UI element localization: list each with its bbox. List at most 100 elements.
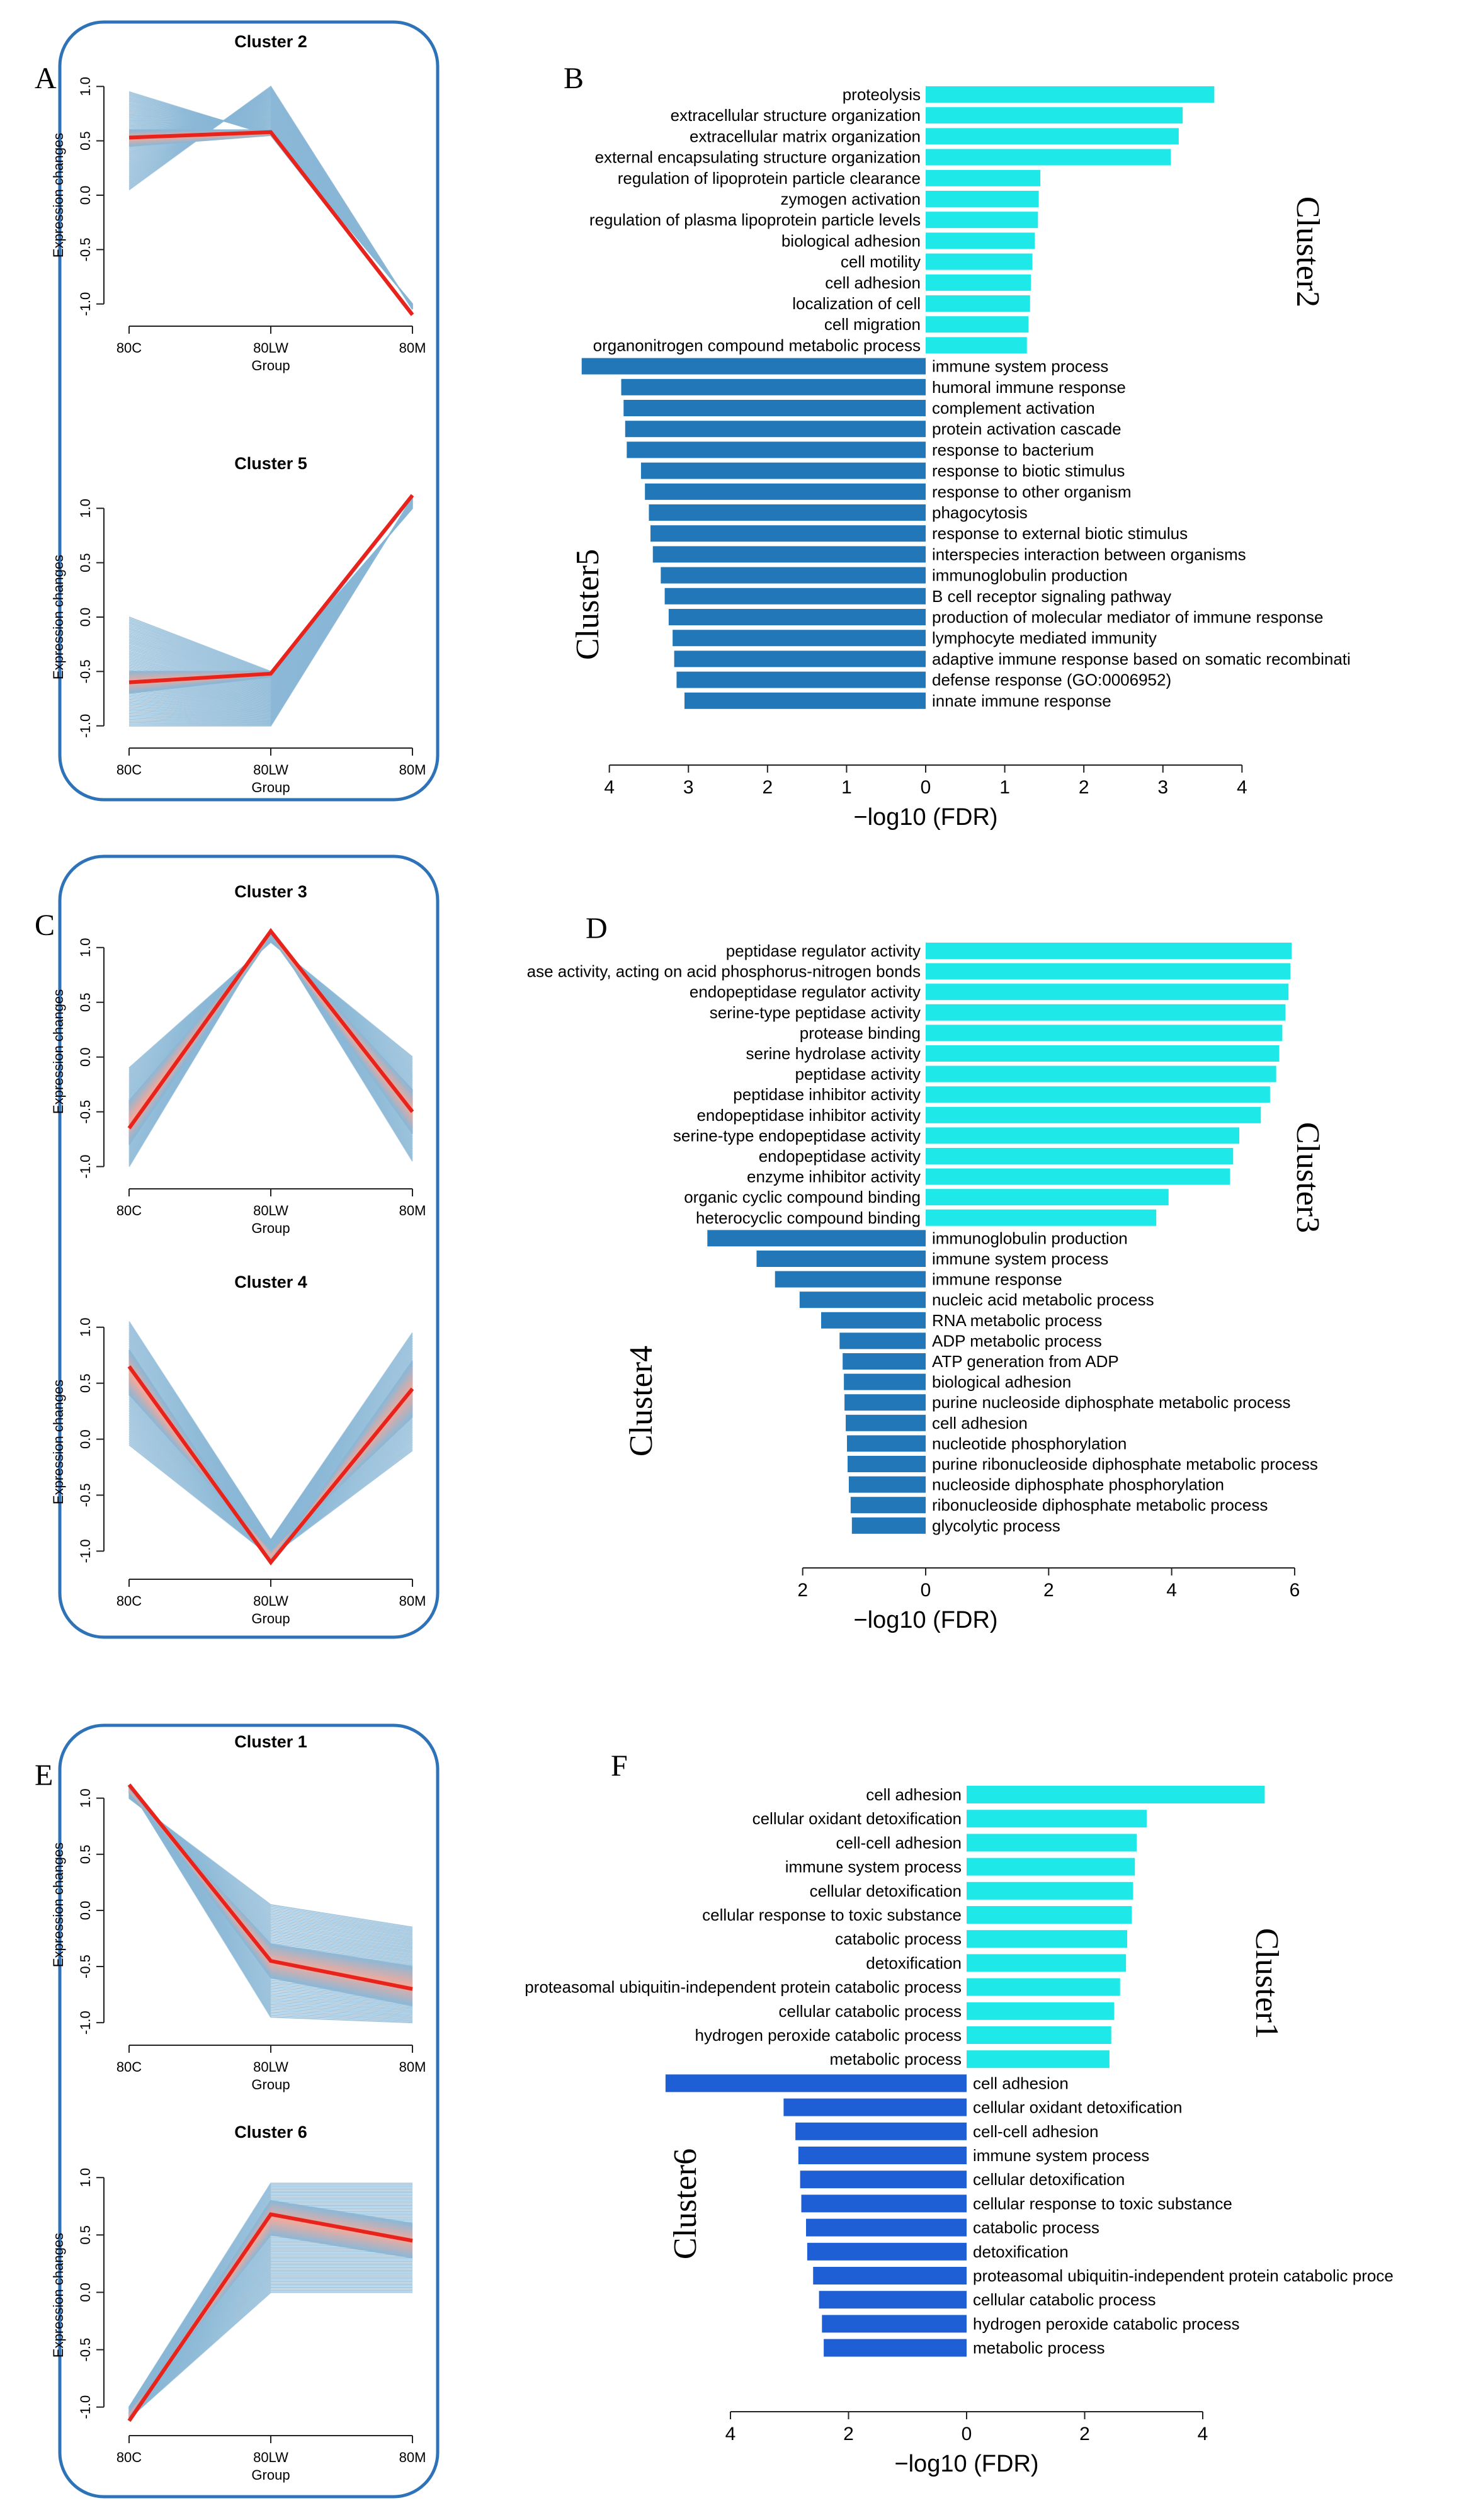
bar (926, 253, 1033, 270)
x-tick-label: 4 (604, 777, 615, 798)
bar-label: localization of cell (792, 294, 921, 313)
bar (824, 2339, 967, 2357)
x-tick-label: 80LW (253, 340, 288, 356)
x-axis-label: Group (251, 1220, 290, 1236)
bar (640, 462, 926, 479)
x-tick-label: 2 (1043, 1580, 1054, 1601)
bar (926, 963, 1291, 980)
bar (627, 441, 926, 458)
bar-label: endopeptidase regulator activity (690, 982, 921, 1001)
bar (822, 2315, 967, 2333)
x-tick-label: 4 (725, 2424, 736, 2444)
x-tick-label: 80C (116, 340, 142, 356)
cluster-label: Cluster4 (623, 1346, 659, 1456)
bar-label: hydrogen peroxide catabolic process (695, 2026, 962, 2045)
bar (843, 1353, 926, 1370)
x-axis-label: −log10 (FDR) (853, 1607, 997, 1633)
mean-trend-line (128, 130, 414, 316)
member-line (128, 133, 413, 315)
panel-label: F (611, 1749, 628, 1783)
member-line (128, 504, 413, 687)
bar (668, 609, 926, 625)
y-tick-label: -0.5 (77, 1955, 93, 1978)
member-line (128, 132, 413, 315)
x-tick-label: 80C (116, 762, 142, 778)
bar (926, 316, 1029, 333)
bar (926, 1065, 1276, 1082)
line-chart-cluster-6: Cluster 6 1.0 0.5 0.0 -0.5 -1.0 Expression cha… (50, 2123, 426, 2483)
bar (926, 1024, 1283, 1041)
x-tick-label: 2 (797, 1580, 808, 1601)
y-tick-label: -1.0 (77, 1539, 93, 1563)
bar-label: cell migration (824, 315, 921, 334)
x-tick-label: 2 (843, 2424, 854, 2444)
cluster-label: Cluster2 (1290, 196, 1326, 307)
y-tick-label: 1.0 (77, 1317, 93, 1337)
bar (806, 2218, 967, 2237)
cluster-label: Cluster6 (667, 2148, 703, 2259)
bar (673, 630, 926, 647)
x-tick-label: 80LW (253, 762, 288, 778)
member-line (128, 1796, 413, 1938)
bar-label: protein activation cascade (932, 419, 1122, 438)
bar-label: cell-cell adhesion (836, 1833, 962, 1852)
member-line (128, 134, 413, 315)
x-tick-label: 2 (762, 777, 773, 798)
bar (926, 191, 1039, 207)
bar-label: cell adhesion (825, 273, 921, 292)
bar-label: extracellular structure organization (671, 106, 921, 125)
member-line (128, 132, 413, 314)
bar (967, 1858, 1135, 1876)
bar (967, 1810, 1147, 1828)
x-tick-label: 80LW (253, 1203, 288, 1218)
bar-label: production of molecular mediator of immu… (932, 608, 1323, 627)
member-line (128, 133, 413, 315)
bar-chart-D: peptidase regulator activity ase activity… (527, 912, 1326, 1633)
bar (813, 2267, 967, 2284)
panel-label: C (35, 909, 55, 942)
bar (795, 2122, 967, 2140)
x-tick-label: 4 (1237, 777, 1247, 798)
bar (967, 1978, 1120, 1996)
bar-label: proteasomal ubiquitin-independent protei… (973, 2266, 1394, 2285)
x-tick-label: 80M (399, 1203, 426, 1218)
x-tick-label: 2 (1079, 2424, 1090, 2444)
mean-trend-line (127, 928, 414, 1130)
bar-label: cellular oxidant detoxification (973, 2098, 1182, 2117)
bar (661, 567, 926, 584)
bar (926, 1086, 1270, 1103)
y-axis-label: Expression changes (50, 1380, 66, 1504)
bar-label: peptidase regulator activity (726, 941, 921, 960)
member-line (128, 133, 413, 315)
bar (850, 1497, 926, 1514)
bar (674, 650, 926, 667)
bar (926, 1148, 1234, 1164)
bar-label: response to bacterium (932, 440, 1094, 459)
bar-label: nucleoside diphosphate phosphorylation (932, 1475, 1224, 1494)
bar-label: defense response (GO:0006952) (932, 671, 1171, 690)
bar (839, 1332, 926, 1349)
x-tick-label: 6 (1290, 1580, 1300, 1601)
member-line (128, 132, 413, 315)
bar (664, 587, 926, 604)
x-tick-label: 0 (962, 2424, 972, 2444)
member-line (128, 132, 413, 315)
member-line (128, 1786, 413, 2007)
member-line (128, 85, 413, 310)
panel-frame (58, 1723, 440, 2499)
bar-label: cell adhesion (932, 1414, 1028, 1433)
member-line (128, 133, 413, 315)
chart-title: Cluster 2 (234, 32, 307, 51)
bar-label: immune system process (973, 2146, 1149, 2165)
x-tick-label: 0 (921, 1580, 931, 1601)
y-tick-label: 0.5 (77, 131, 93, 150)
bar (800, 2171, 967, 2189)
panel-frame (58, 20, 440, 802)
bar-label: cell-cell adhesion (973, 2122, 1098, 2141)
bar-label: cellular catabolic process (973, 2290, 1156, 2309)
bar (967, 2050, 1110, 2069)
bar-label: ribonucleoside diphosphate metabolic pro… (932, 1496, 1268, 1514)
x-tick-label: 80M (399, 1593, 426, 1609)
x-axis-label: −log10 (FDR) (853, 804, 997, 831)
y-tick-label: 1.0 (77, 938, 93, 957)
